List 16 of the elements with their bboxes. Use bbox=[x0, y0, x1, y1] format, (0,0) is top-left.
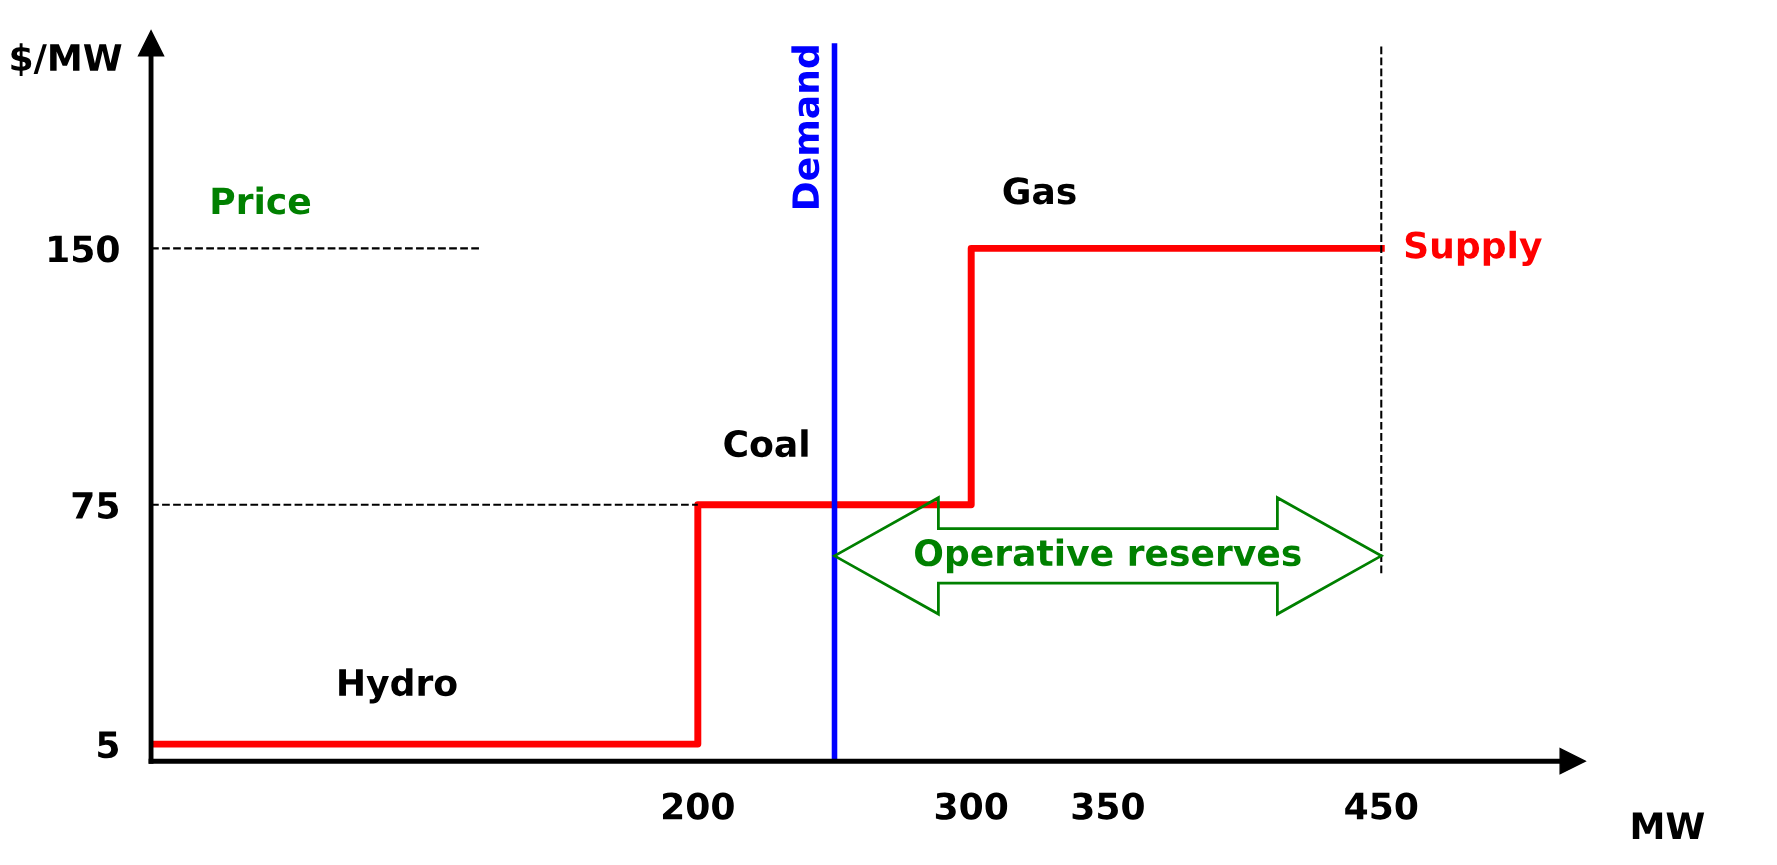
annotation: Price bbox=[212, 186, 311, 215]
x-tick-label: 350 bbox=[1072, 792, 1144, 820]
x-axis-title: MW bbox=[1632, 812, 1705, 839]
x-tick-label: 300 bbox=[935, 792, 1008, 820]
x-tick-label: 200 bbox=[662, 792, 734, 820]
annotation: Gas bbox=[1003, 177, 1076, 205]
x-tick-label: 450 bbox=[1345, 792, 1418, 820]
y-tick-label: 75 bbox=[72, 492, 118, 520]
annotation: Operative reserves bbox=[915, 538, 1301, 574]
annotation: Hydro bbox=[339, 668, 457, 704]
ref-line-label: Demand bbox=[791, 46, 820, 208]
y-tick-label: 150 bbox=[49, 235, 119, 263]
y-tick-label: 5 bbox=[98, 731, 118, 759]
y-axis-title: $/MW bbox=[11, 43, 122, 76]
series-label: Supply bbox=[1405, 230, 1542, 266]
annotation: Coal bbox=[724, 429, 808, 458]
